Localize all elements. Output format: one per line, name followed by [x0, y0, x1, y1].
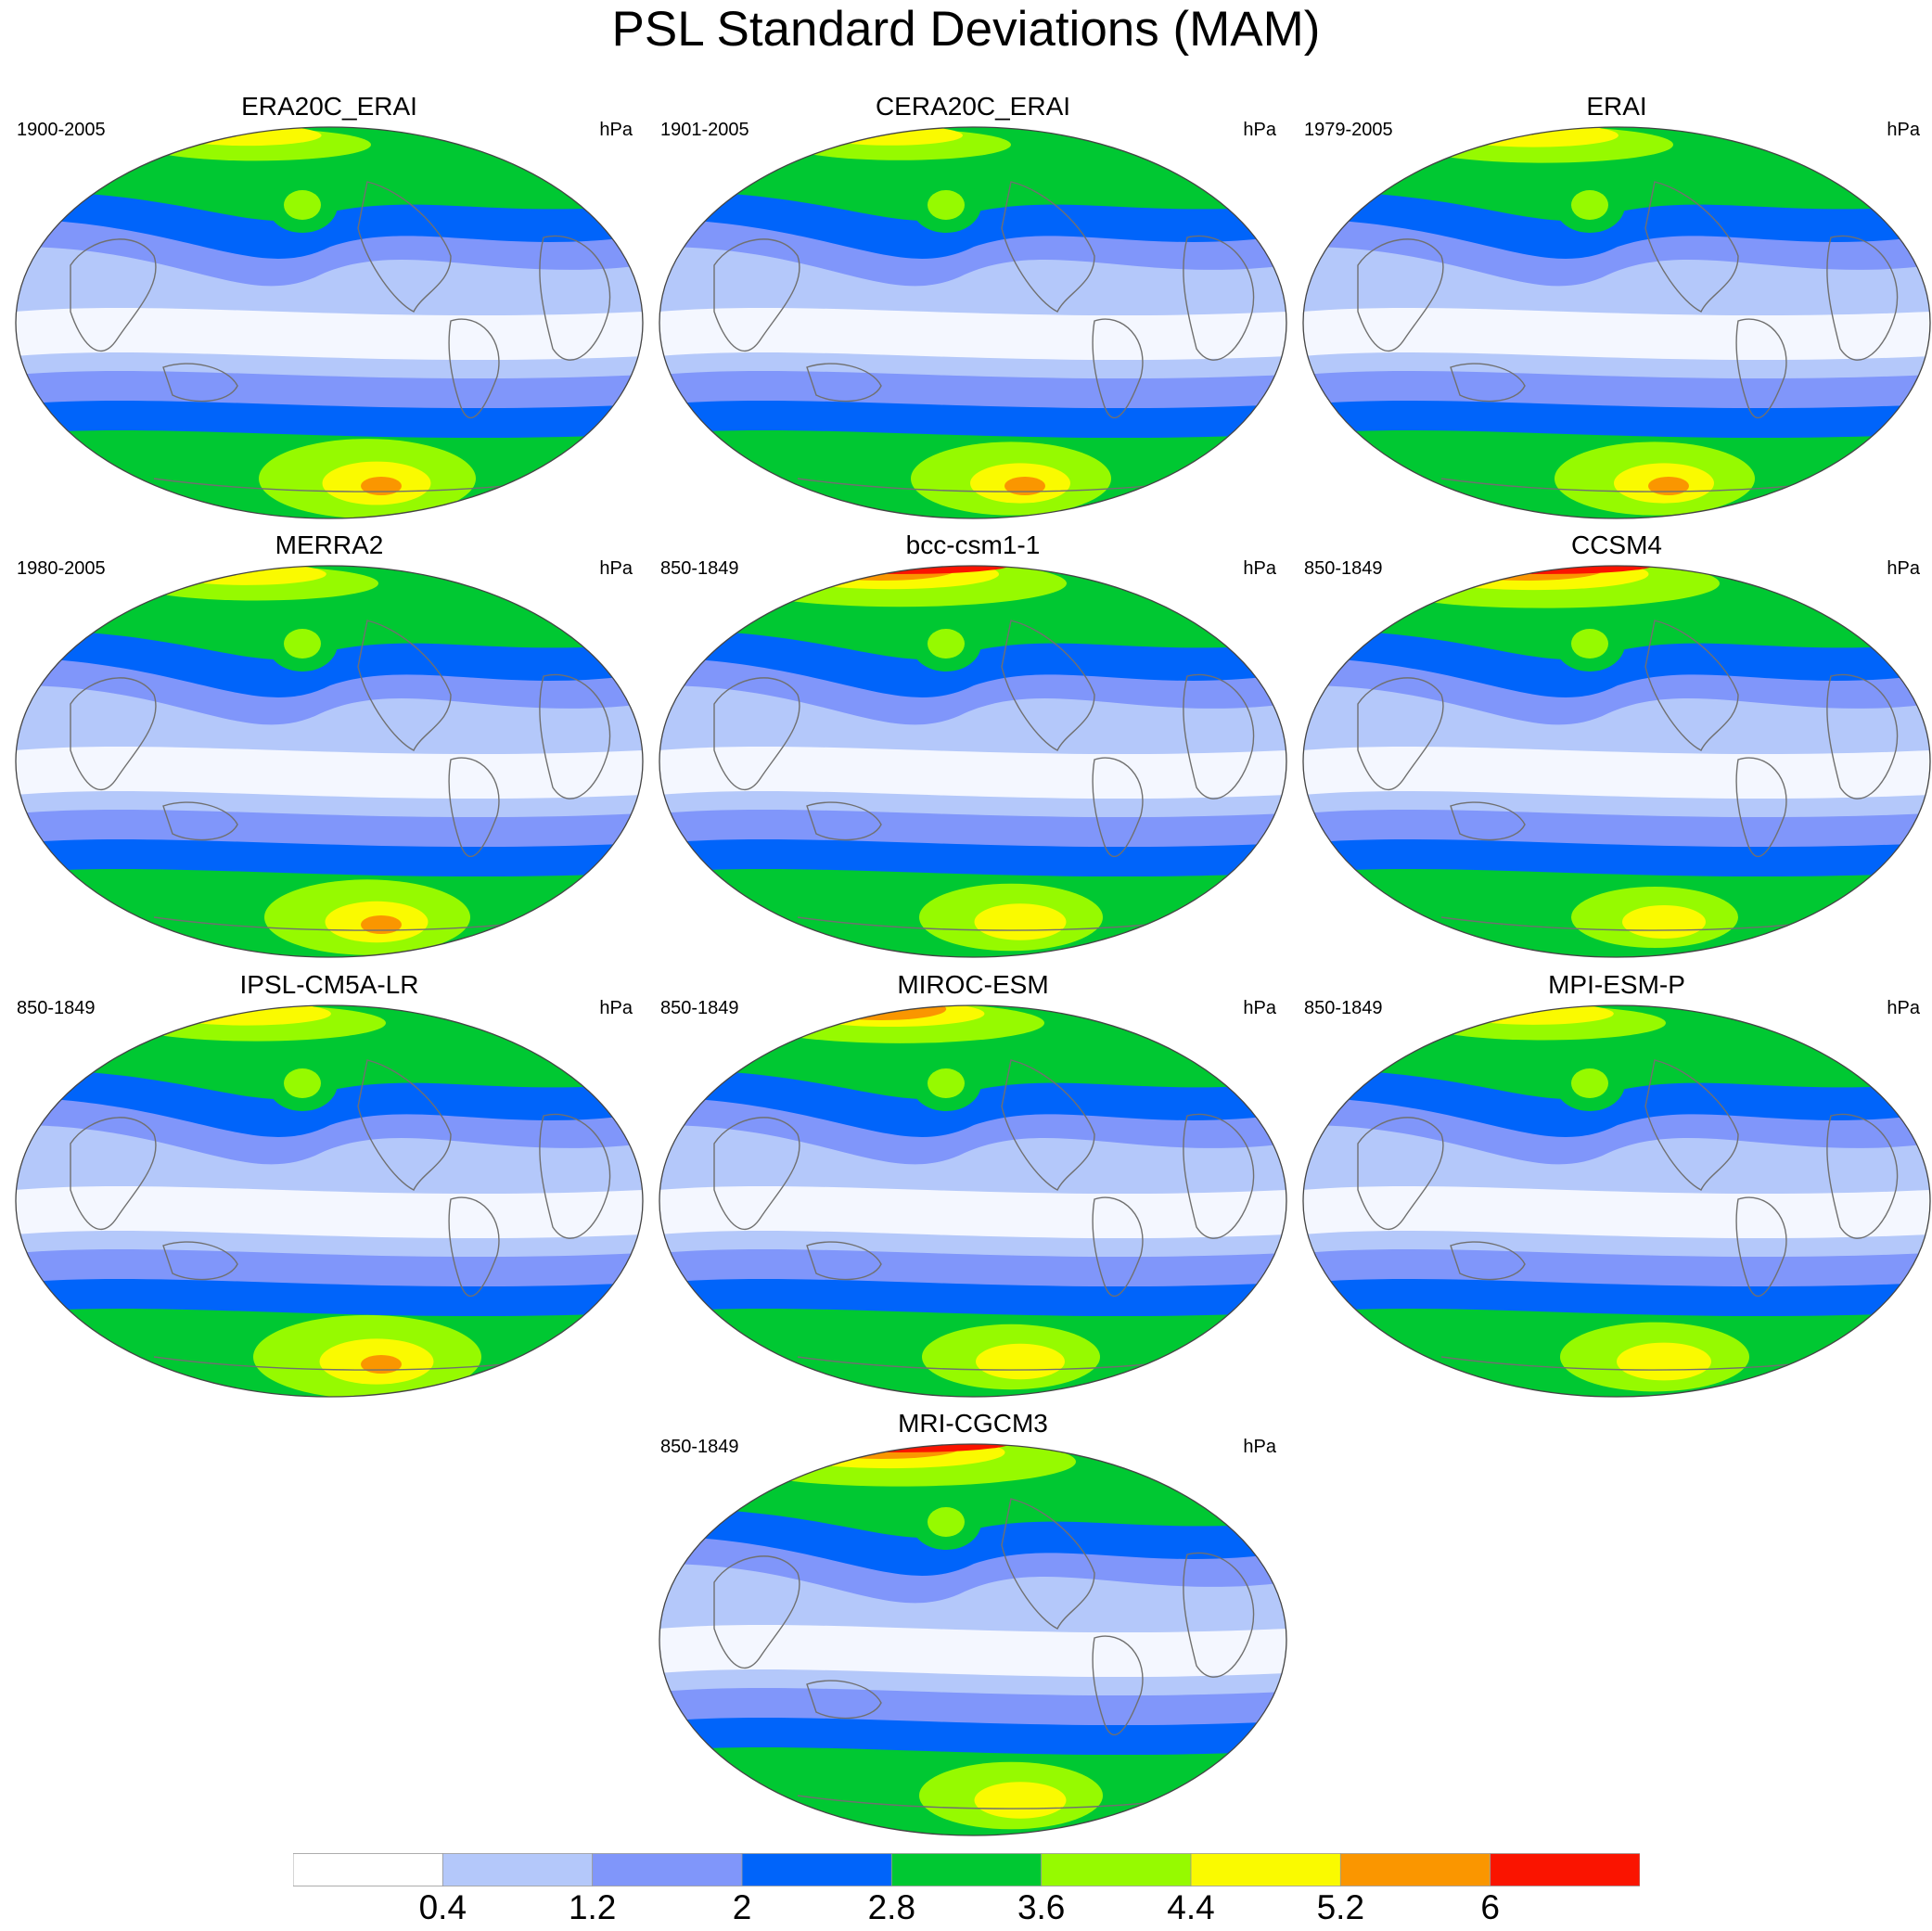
psl-std-map — [659, 126, 1287, 519]
psl-std-map — [659, 565, 1287, 958]
panel-period: 850-1849 — [660, 998, 739, 1018]
colorbar-swatch — [441, 1853, 594, 1886]
panel-period: 850-1849 — [660, 1437, 739, 1457]
colorbar-swatch — [293, 1853, 443, 1886]
map-panel: bcc-csm1-1 850-1849 hPa — [651, 530, 1295, 969]
psl-std-map — [1302, 1004, 1931, 1398]
colorbar-label: 0.4 — [418, 1888, 467, 1926]
colorbar-label: 3.6 — [1017, 1888, 1066, 1926]
panel-title: ERA20C_ERAI — [241, 92, 417, 121]
colorbar-label: 1.2 — [568, 1888, 617, 1926]
panel-period: 1901-2005 — [660, 120, 749, 140]
map-panel: CCSM4 850-1849 hPa — [1295, 530, 1932, 969]
panel-units: hPa — [1243, 558, 1276, 579]
colorbar — [293, 1853, 1640, 1886]
panel-units: hPa — [599, 998, 633, 1018]
panel-units: hPa — [1887, 120, 1920, 140]
map-panel: MERRA2 1980-2005 hPa — [7, 530, 651, 969]
psl-std-map — [659, 1443, 1287, 1836]
colorbar-swatch — [1041, 1853, 1192, 1886]
figure-title: PSL Standard Deviations (MAM) — [611, 2, 1321, 57]
panel-units: hPa — [1887, 998, 1920, 1018]
map-panel: MPI-ESM-P 850-1849 hPa — [1295, 969, 1932, 1409]
map-panel: ERA20C_ERAI 1900-2005 hPa — [7, 91, 651, 531]
colorbar-label: 2.8 — [867, 1888, 916, 1926]
panel-units: hPa — [599, 120, 633, 140]
colorbar-swatch — [890, 1853, 1043, 1886]
psl-std-map — [15, 565, 644, 958]
colorbar-swatch — [1490, 1853, 1640, 1886]
panel-units: hPa — [1887, 558, 1920, 579]
psl-std-map — [659, 1004, 1287, 1398]
colorbar-label: 4.4 — [1167, 1888, 1215, 1926]
panel-title: MRI-CGCM3 — [898, 1409, 1048, 1438]
psl-std-map — [1302, 126, 1931, 519]
panel-units: hPa — [1243, 998, 1276, 1018]
map-panel: CERA20C_ERAI 1901-2005 hPa — [651, 91, 1295, 531]
panel-period: 850-1849 — [1304, 558, 1383, 579]
panel-period: 1979-2005 — [1304, 120, 1393, 140]
map-panel: MIROC-ESM 850-1849 hPa — [651, 969, 1295, 1409]
panel-units: hPa — [599, 558, 633, 579]
panel-period: 850-1849 — [17, 998, 96, 1018]
panel-period: 850-1849 — [1304, 998, 1383, 1018]
psl-std-map — [1302, 565, 1931, 958]
psl-std-map — [15, 1004, 644, 1398]
map-panel: MRI-CGCM3 850-1849 hPa — [651, 1408, 1295, 1848]
panel-units: hPa — [1243, 120, 1276, 140]
panel-units: hPa — [1243, 1437, 1276, 1457]
colorbar-swatch — [1339, 1853, 1491, 1886]
panel-title: MIROC-ESM — [897, 970, 1049, 999]
panel-period: 1900-2005 — [17, 120, 106, 140]
colorbar-label: 5.2 — [1316, 1888, 1365, 1926]
colorbar-swatch — [1190, 1853, 1341, 1886]
map-panel: IPSL-CM5A-LR 850-1849 hPa — [7, 969, 651, 1409]
colorbar-swatch — [592, 1853, 743, 1886]
colorbar-label: 6 — [1480, 1888, 1500, 1926]
panel-title: CERA20C_ERAI — [875, 92, 1071, 121]
panel-title: ERAI — [1586, 92, 1647, 121]
panel-title: MERRA2 — [275, 531, 384, 559]
colorbar-swatch — [741, 1853, 892, 1886]
panel-period: 1980-2005 — [17, 558, 106, 579]
panel-title: bcc-csm1-1 — [905, 531, 1041, 559]
colorbar-label: 2 — [732, 1888, 752, 1926]
psl-std-map — [15, 126, 644, 519]
map-panel: ERAI 1979-2005 hPa — [1295, 91, 1932, 531]
panel-title: IPSL-CM5A-LR — [239, 970, 419, 999]
panel-title: MPI-ESM-P — [1548, 970, 1685, 999]
panel-period: 850-1849 — [660, 558, 739, 579]
panel-title: CCSM4 — [1570, 531, 1662, 559]
